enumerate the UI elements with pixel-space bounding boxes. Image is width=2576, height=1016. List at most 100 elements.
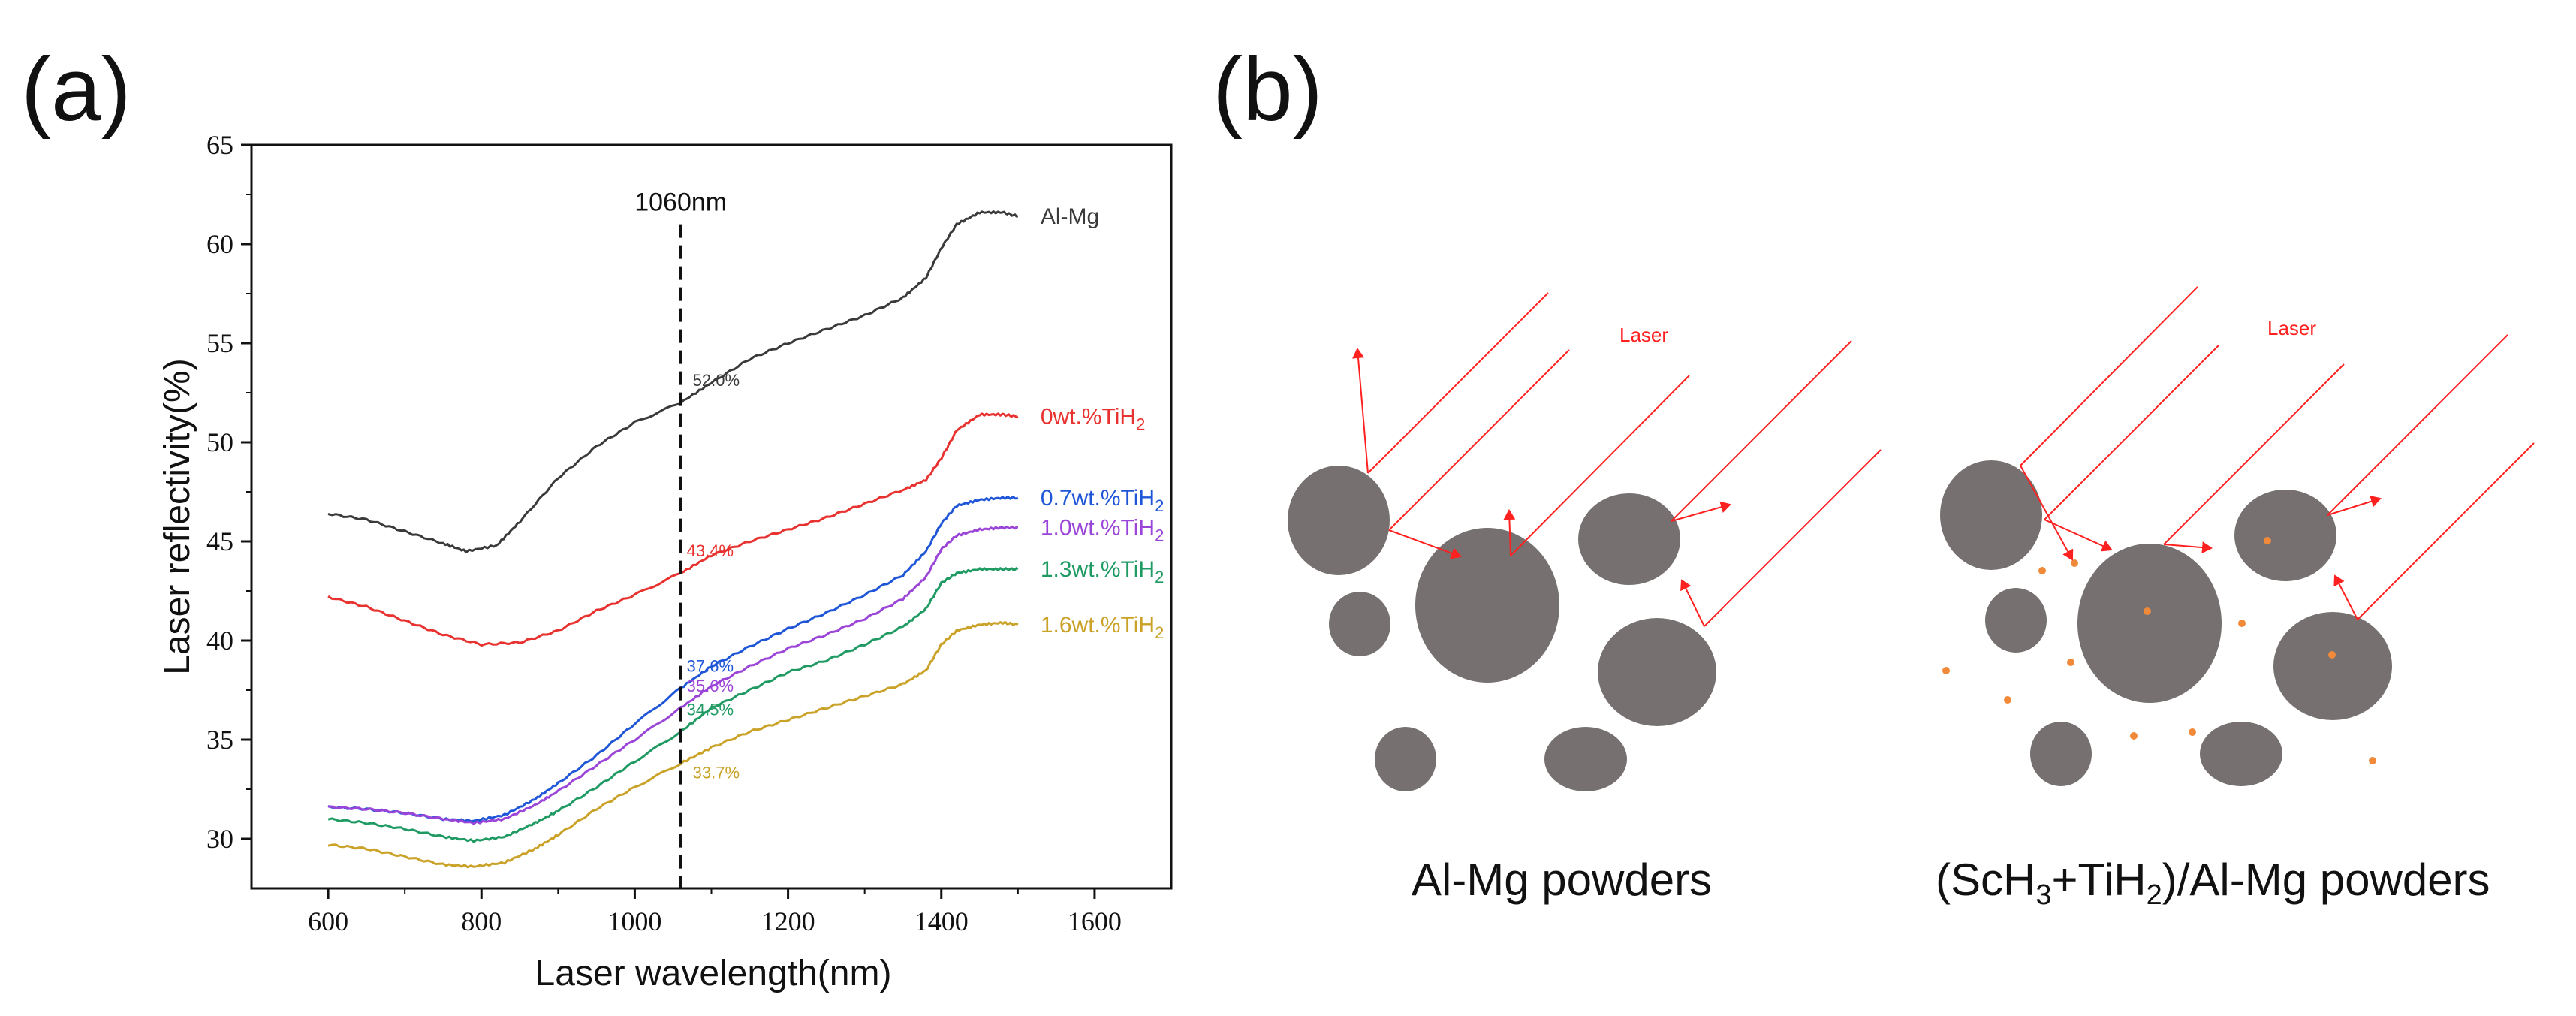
powder-particles-left bbox=[1288, 466, 1716, 791]
powder-particle bbox=[1415, 528, 1559, 683]
reflected-ray bbox=[1671, 501, 1731, 522]
laser-ray bbox=[1671, 340, 1852, 522]
caption-additive-powders: (ScH3+TiH2)/Al-Mg powders bbox=[1936, 855, 2490, 911]
powder-particle bbox=[2234, 490, 2336, 581]
series-label: 1.3wt.%TiH2 bbox=[1041, 557, 1164, 586]
panel-a-label: (a) bbox=[21, 39, 131, 140]
y-tick-label: 45 bbox=[206, 526, 233, 556]
additive-particle bbox=[2328, 651, 2336, 659]
schematic-al-mg-powders: Laser bbox=[1276, 279, 1882, 809]
caption-subscript: 3 bbox=[2035, 879, 2051, 911]
reflected-ray bbox=[2333, 574, 2358, 620]
series-label: 0wt.%TiH2 bbox=[1041, 405, 1146, 434]
reflected-ray bbox=[2163, 541, 2213, 554]
series-annotation: 52.0% bbox=[693, 371, 740, 390]
laser-ray bbox=[1388, 349, 1570, 531]
powder-particle bbox=[1940, 460, 2042, 570]
series-layer bbox=[327, 210, 1019, 869]
y-tick-label: 60 bbox=[206, 229, 233, 259]
powder-particle bbox=[1578, 493, 1680, 585]
laser-label-right: Laser bbox=[2267, 317, 2316, 339]
laser-ray bbox=[2357, 442, 2535, 620]
powder-particle bbox=[2077, 544, 2222, 703]
reflected-ray bbox=[2044, 519, 2113, 552]
series-label-main: 0wt.%TiH bbox=[1041, 405, 1136, 430]
series-label-main: 1.0wt.%TiH bbox=[1041, 516, 1155, 541]
y-tick-label: 65 bbox=[206, 130, 233, 160]
additive-particle bbox=[2238, 620, 2246, 627]
powder-particle bbox=[1375, 727, 1436, 791]
series-label-subscript: 2 bbox=[1136, 415, 1145, 434]
laser-rays-left bbox=[1352, 292, 1882, 627]
laser-ray bbox=[2020, 286, 2198, 466]
series-line-1 bbox=[327, 412, 1019, 647]
schematic-scandium-titanium-powders: Laser bbox=[1940, 286, 2535, 786]
series-annotation: 33.7% bbox=[693, 764, 740, 782]
additive-particle bbox=[2067, 659, 2074, 666]
laser-ray bbox=[2044, 345, 2219, 520]
y-axis-ticks: 30 35 40 45 50 55 60 65 bbox=[206, 130, 252, 854]
series-annotation: 37.6% bbox=[687, 656, 734, 675]
additive-particle bbox=[2369, 757, 2376, 764]
series-label: 0.7wt.%TiH2 bbox=[1041, 486, 1164, 515]
series-label: 1.6wt.%TiH2 bbox=[1041, 613, 1164, 642]
caption-al-mg-powders: Al-Mg powders bbox=[1412, 855, 1712, 905]
reflected-ray bbox=[1503, 509, 1516, 556]
additive-particle bbox=[2004, 696, 2011, 704]
series-label-main: Al-Mg bbox=[1041, 204, 1099, 229]
panel-b-label: (b) bbox=[1213, 39, 1323, 140]
series-line-2 bbox=[327, 496, 1019, 823]
x-tick-label: 600 bbox=[308, 906, 348, 936]
reflected-ray bbox=[2327, 495, 2382, 516]
x-tick-label: 800 bbox=[461, 906, 502, 936]
series-label-subscript: 2 bbox=[1155, 526, 1164, 545]
series-annotation: 35.6% bbox=[687, 677, 734, 695]
series-annotation: 43.4% bbox=[687, 541, 734, 560]
additive-particle bbox=[2038, 567, 2046, 574]
caption-subscript: 2 bbox=[2147, 879, 2162, 911]
series-line-0 bbox=[327, 210, 1018, 553]
laser-ray bbox=[2163, 363, 2345, 545]
x-axis-ticks: 600 800 1000 1200 1400 1600 bbox=[308, 888, 1122, 936]
series-line-5 bbox=[327, 621, 1019, 869]
reflected-ray bbox=[1680, 579, 1705, 627]
y-axis-title: Laser reflectivity(%) bbox=[158, 358, 197, 674]
additive-particle bbox=[2130, 732, 2138, 740]
y-tick-label: 55 bbox=[206, 328, 233, 358]
x-tick-label: 1400 bbox=[914, 906, 969, 936]
y-tick-label: 50 bbox=[206, 427, 233, 457]
series-label-main: 0.7wt.%TiH bbox=[1041, 486, 1155, 511]
powder-particle bbox=[2200, 722, 2282, 786]
reflected-ray bbox=[1388, 529, 1462, 559]
powder-particle bbox=[2030, 722, 2092, 786]
series-label-subscript: 2 bbox=[1155, 568, 1164, 586]
caption-middle: +TiH bbox=[2051, 855, 2146, 905]
powder-particles-right bbox=[1940, 460, 2392, 786]
x-tick-label: 1600 bbox=[1068, 906, 1122, 936]
laser-ray bbox=[2327, 334, 2508, 516]
series-label-subscript: 2 bbox=[1155, 623, 1164, 642]
reflected-ray bbox=[2020, 465, 2074, 561]
x-tick-label: 1000 bbox=[607, 906, 661, 936]
additive-particles bbox=[1942, 537, 2376, 764]
x-axis-title: Laser wavelength(nm) bbox=[535, 954, 892, 993]
additive-particle bbox=[2189, 728, 2196, 736]
additive-particle bbox=[2144, 607, 2151, 615]
powder-particle bbox=[1598, 618, 1716, 726]
powder-particle bbox=[1329, 592, 1390, 656]
series-label-main: 1.3wt.%TiH bbox=[1041, 557, 1155, 582]
y-tick-label: 30 bbox=[206, 824, 233, 854]
powder-particle bbox=[1985, 588, 2047, 653]
laser-label-left: Laser bbox=[1619, 324, 1668, 346]
series-label-subscript: 2 bbox=[1155, 496, 1164, 515]
series-line-4 bbox=[327, 567, 1019, 843]
additive-particle bbox=[2071, 559, 2078, 567]
series-label-main: 1.6wt.%TiH bbox=[1041, 613, 1155, 638]
additive-particle bbox=[2264, 537, 2271, 544]
laser-ray bbox=[1510, 375, 1690, 556]
reference-line-label: 1060nm bbox=[634, 188, 727, 217]
y-tick-label: 40 bbox=[206, 626, 233, 656]
series-line-3 bbox=[328, 525, 1019, 825]
series-label: Al-Mg bbox=[1041, 204, 1099, 229]
y-tick-label: 35 bbox=[206, 725, 233, 755]
